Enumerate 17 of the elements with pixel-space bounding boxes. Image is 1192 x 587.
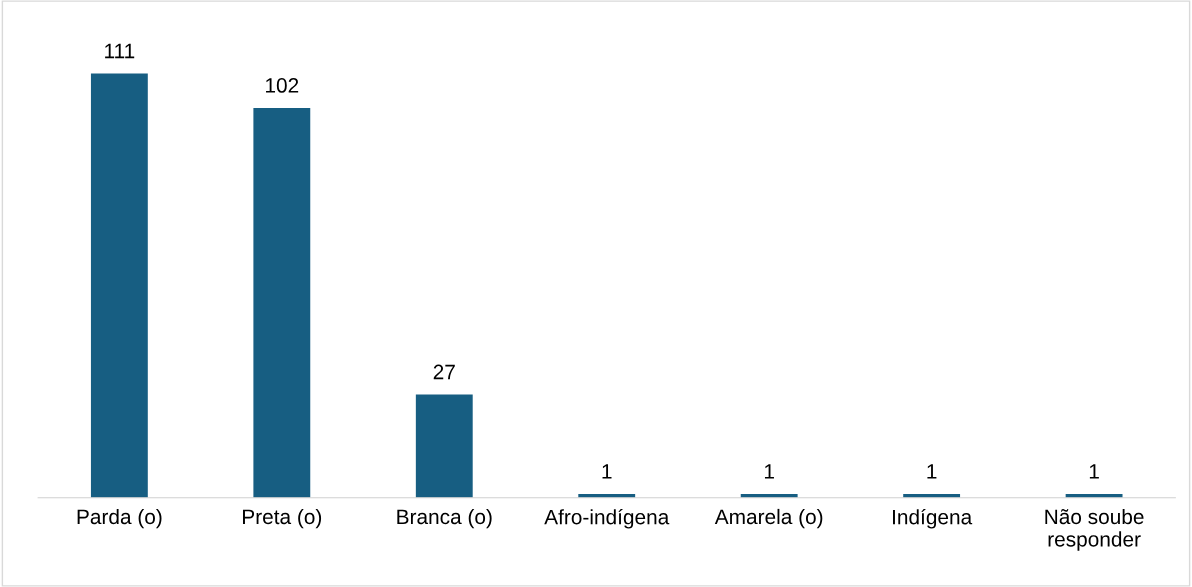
x-tick-label: Não soube responder <box>1045 508 1144 551</box>
data-label: 1 <box>602 464 612 479</box>
bar <box>90 73 148 498</box>
bar <box>415 394 473 498</box>
data-label: 27 <box>433 364 455 380</box>
bar <box>253 108 311 498</box>
data-label: 102 <box>266 78 299 93</box>
data-label: 1 <box>764 464 774 479</box>
x-tick-label: Indígena <box>893 508 973 529</box>
x-tick-label: Branca (o) <box>397 508 492 529</box>
x-tick-label: Parda (o) <box>77 508 162 529</box>
x-tick-label: Afro-indígena <box>544 508 670 529</box>
data-label: 1 <box>927 464 937 479</box>
x-tick-label: Preta (o) <box>243 508 322 529</box>
data-label: 111 <box>105 43 135 59</box>
x-tick-label: Amarela (o) <box>714 508 823 529</box>
data-label: 1 <box>1089 464 1099 479</box>
